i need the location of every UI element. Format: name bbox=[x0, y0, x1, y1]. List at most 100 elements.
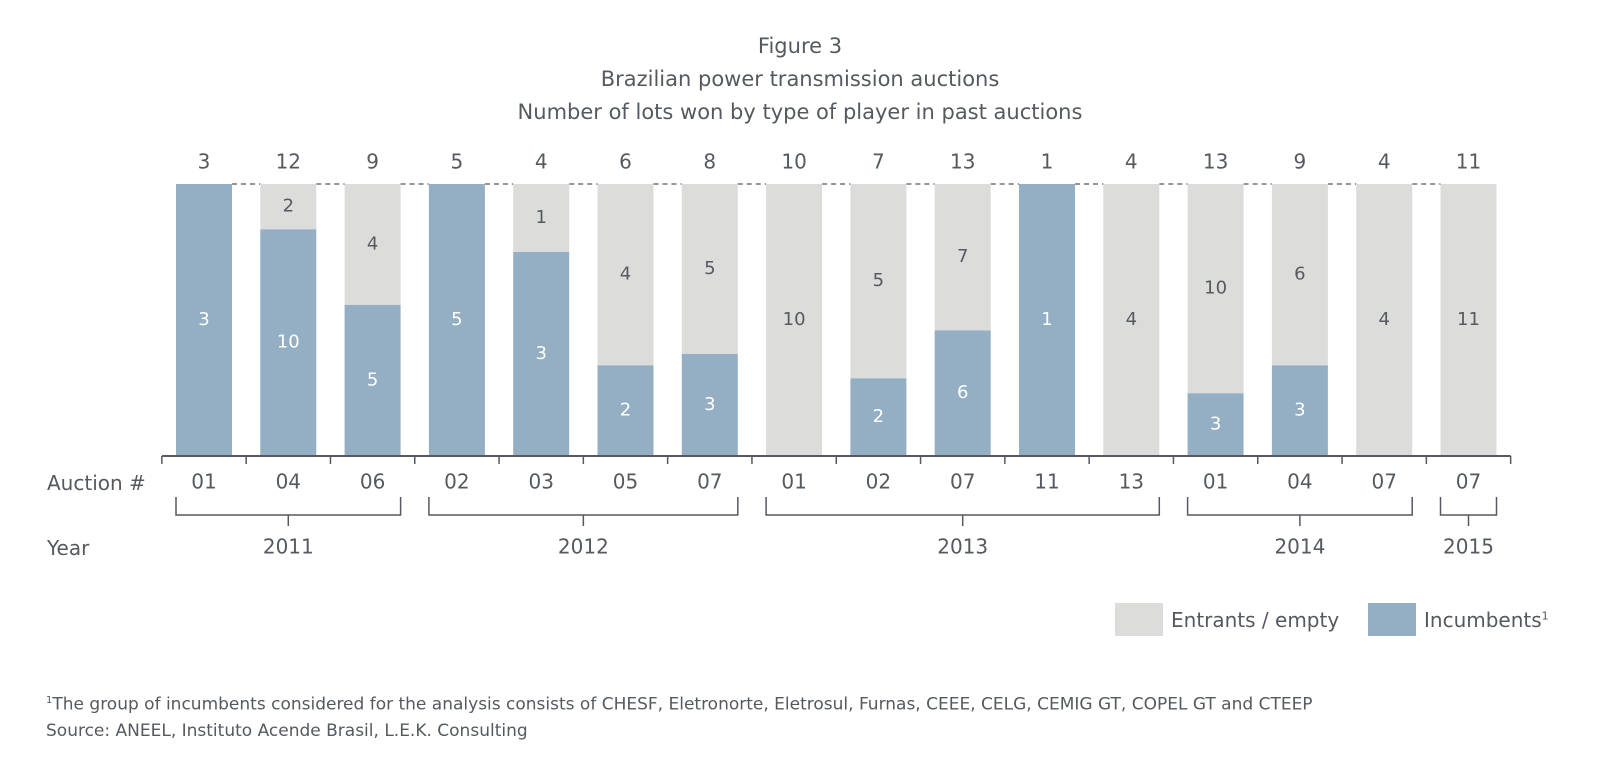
year-axis-label: Year bbox=[46, 536, 90, 560]
bar-entrants bbox=[1271, 184, 1328, 366]
bar-total-label: 6 bbox=[619, 150, 632, 174]
bar-total-label: 13 bbox=[1203, 150, 1228, 174]
auction-tick-label: 07 bbox=[950, 470, 975, 494]
bar-label-incumbents: 10 bbox=[277, 332, 300, 353]
bar-label-incumbents: 3 bbox=[1210, 414, 1221, 435]
bar-label-incumbents: 3 bbox=[535, 343, 546, 364]
bar-label-incumbents: 6 bbox=[957, 382, 968, 403]
auction-tick-label: 05 bbox=[613, 470, 638, 494]
source-note: Source: ANEEL, Instituto Acende Brasil, … bbox=[46, 720, 528, 741]
stacked-bar-chart: Auction # Year 3321012459551344265381010… bbox=[46, 150, 1512, 560]
auction-tick-label: 03 bbox=[528, 470, 553, 494]
auction-axis-label: Auction # bbox=[47, 471, 146, 495]
bar-label-entrants: 7 bbox=[957, 246, 968, 267]
year-label: 2011 bbox=[263, 535, 314, 559]
year-label: 2014 bbox=[1274, 535, 1325, 559]
bar-label-entrants: 11 bbox=[1457, 309, 1480, 330]
bar-total-label: 10 bbox=[781, 150, 806, 174]
auction-tick-label: 13 bbox=[1119, 470, 1144, 494]
year-bracket bbox=[765, 497, 1161, 516]
year-label: 2013 bbox=[937, 535, 988, 559]
bar-entrants bbox=[934, 184, 991, 331]
auction-tick-label: 01 bbox=[781, 470, 806, 494]
bar-label-entrants: 5 bbox=[704, 258, 715, 279]
footnote-text: The group of incumbents considered for t… bbox=[52, 694, 1313, 715]
bar-incumbents bbox=[934, 330, 991, 456]
legend-footnote-marker: 1 bbox=[1541, 608, 1549, 622]
bar-incumbents bbox=[1271, 365, 1328, 456]
year-label: 2015 bbox=[1443, 535, 1494, 559]
bar-total-label: 1 bbox=[1041, 150, 1054, 174]
bar-incumbents bbox=[1019, 184, 1075, 456]
bar-entrants bbox=[766, 184, 823, 456]
bar-total-label: 11 bbox=[1456, 150, 1481, 174]
year-bracket bbox=[1186, 497, 1413, 516]
auction-tick-label: 07 bbox=[1371, 470, 1396, 494]
bar-total-label: 7 bbox=[872, 150, 885, 174]
chart-titles: Figure 3 Brazilian power transmission au… bbox=[0, 30, 1600, 129]
bars-layer: 3321012459551344265381010527761311441031… bbox=[176, 150, 1497, 456]
bar-entrants bbox=[344, 184, 401, 305]
bar-entrants bbox=[1187, 184, 1244, 394]
bar-incumbents bbox=[260, 229, 317, 456]
bar-label-incumbents: 3 bbox=[198, 309, 209, 330]
chart-title: Brazilian power transmission auctions bbox=[600, 67, 1000, 91]
bar-incumbents bbox=[176, 184, 232, 456]
auction-tick-label: 04 bbox=[276, 470, 301, 494]
bar-total-label: 13 bbox=[950, 150, 975, 174]
bar-incumbents bbox=[428, 184, 485, 456]
legend-swatch-entrants bbox=[1115, 603, 1163, 636]
auction-tick-label: 04 bbox=[1287, 470, 1312, 494]
bar-label-entrants: 6 bbox=[1294, 264, 1305, 285]
bar-entrants bbox=[597, 184, 654, 366]
auction-tick-label: 07 bbox=[1456, 470, 1481, 494]
auction-tick-label: 02 bbox=[866, 470, 891, 494]
legend-swatch-incumbents bbox=[1368, 603, 1416, 636]
bar-label-entrants: 4 bbox=[367, 233, 378, 254]
legend-label-incumbents-wrap: Incumbents1 bbox=[1424, 608, 1549, 632]
bar-label-incumbents: 3 bbox=[704, 394, 715, 415]
footnote-incumbents: 1The group of incumbents considered for … bbox=[46, 688, 1313, 718]
bar-label-incumbents: 2 bbox=[873, 406, 884, 427]
bar-total-label: 5 bbox=[451, 150, 464, 174]
footnote-block: 1The group of incumbents considered for … bbox=[46, 688, 1313, 744]
legend-label-incumbents: Incumbents bbox=[1424, 607, 1542, 632]
bar-entrants bbox=[260, 184, 317, 230]
auction-tick-label: 02 bbox=[444, 470, 469, 494]
bar-label-entrants: 10 bbox=[783, 309, 806, 330]
bar-total-label: 4 bbox=[535, 150, 548, 174]
bar-label-entrants: 5 bbox=[873, 270, 884, 291]
bar-incumbents bbox=[344, 304, 401, 456]
year-label: 2012 bbox=[558, 535, 609, 559]
auction-tick-label: 06 bbox=[360, 470, 385, 494]
bar-label-incumbents: 2 bbox=[620, 400, 631, 421]
bar-incumbents bbox=[1187, 393, 1244, 456]
legend-entrants: Entrants / empty bbox=[1115, 603, 1339, 636]
bar-label-incumbents: 1 bbox=[1041, 309, 1052, 330]
bar-total-label: 8 bbox=[703, 150, 716, 174]
bar-total-label: 9 bbox=[1294, 150, 1307, 174]
bar-total-label: 3 bbox=[198, 150, 211, 174]
bar-incumbents bbox=[681, 354, 738, 456]
bar-label-incumbents: 3 bbox=[1294, 400, 1305, 421]
year-bracket bbox=[428, 497, 739, 516]
bar-label-entrants: 4 bbox=[1126, 309, 1137, 330]
bar-incumbents bbox=[597, 365, 654, 456]
bar-total-label: 4 bbox=[1125, 150, 1138, 174]
bar-label-entrants: 2 bbox=[283, 196, 294, 217]
year-bracket bbox=[175, 497, 402, 516]
bar-label-entrants: 1 bbox=[535, 207, 546, 228]
bar-total-label: 12 bbox=[276, 150, 301, 174]
auction-tick-label: 11 bbox=[1034, 470, 1059, 494]
bar-label-entrants: 4 bbox=[620, 264, 631, 285]
bar-entrants bbox=[1356, 184, 1413, 456]
year-bracket bbox=[1439, 497, 1498, 516]
bar-label-entrants: 10 bbox=[1204, 278, 1227, 299]
footnote-marker: 1 bbox=[46, 695, 53, 706]
bar-incumbents bbox=[850, 378, 907, 456]
legend-label-entrants: Entrants / empty bbox=[1171, 607, 1340, 632]
bar-entrants bbox=[850, 184, 907, 379]
bar-total-label: 9 bbox=[366, 150, 379, 174]
bar-entrants bbox=[513, 184, 570, 252]
chart-subtitle: Number of lots won by type of player in … bbox=[517, 100, 1083, 124]
